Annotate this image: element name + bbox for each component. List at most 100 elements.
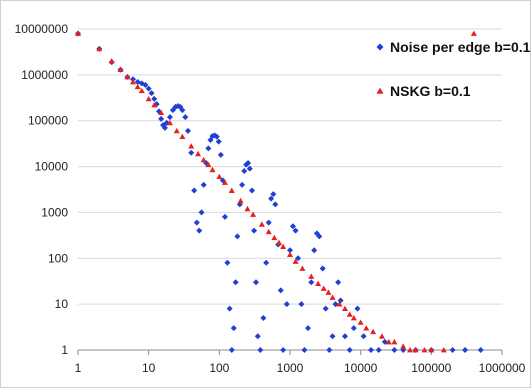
grid-layer xyxy=(78,28,502,305)
data-point xyxy=(142,82,149,89)
data-point xyxy=(254,333,261,340)
data-point xyxy=(357,319,364,325)
data-point xyxy=(196,227,203,234)
data-point xyxy=(184,127,191,134)
data-point xyxy=(179,133,186,140)
y-tick-label: 10 xyxy=(55,297,69,311)
data-point xyxy=(245,159,252,166)
data-point xyxy=(276,239,283,245)
data-point xyxy=(341,305,348,311)
x-tick-label: 1000000 xyxy=(479,361,526,375)
ticks-layer: 1 10 100 1000 10000 100000 1000000 10000000 1 10 1… xyxy=(15,22,526,375)
data-point xyxy=(337,297,344,304)
x-tick-label: 1000 xyxy=(277,361,304,375)
data-point xyxy=(319,265,326,272)
data-point xyxy=(173,127,180,134)
legend-marker-diamond xyxy=(376,43,384,51)
data-point xyxy=(195,150,202,157)
data-point xyxy=(193,219,200,226)
data-point xyxy=(221,213,228,220)
data-point xyxy=(258,221,265,227)
data-point xyxy=(322,305,329,312)
data-point xyxy=(378,333,385,339)
data-point xyxy=(462,347,469,353)
data-point xyxy=(287,247,293,254)
data-point xyxy=(246,165,253,172)
data-point xyxy=(354,305,361,312)
data-point xyxy=(228,347,235,353)
data-point xyxy=(205,145,212,152)
data-point xyxy=(158,115,165,122)
data-point xyxy=(134,83,141,90)
legend-label-nskg: NSKG b=0.1 xyxy=(390,83,471,99)
data-point xyxy=(412,347,419,353)
x-tick-label: 10 xyxy=(142,361,156,375)
data-point xyxy=(96,45,103,52)
data-point xyxy=(224,259,231,266)
data-point xyxy=(271,234,278,241)
data-point xyxy=(320,285,327,291)
axis-layer xyxy=(77,349,503,355)
data-point xyxy=(244,205,251,212)
data-point xyxy=(217,151,224,158)
data-point xyxy=(298,301,305,308)
data-point xyxy=(470,30,477,36)
data-point xyxy=(350,314,357,321)
data-point xyxy=(280,347,287,353)
data-point xyxy=(124,73,131,80)
data-point xyxy=(360,333,367,340)
data-point xyxy=(316,233,323,240)
data-point xyxy=(477,347,484,353)
data-point xyxy=(230,325,237,332)
data-point xyxy=(363,325,370,331)
data-point xyxy=(191,187,198,194)
data-point xyxy=(241,168,248,175)
data-point xyxy=(249,187,256,194)
data-point xyxy=(129,78,136,85)
x-tick-label: 10000 xyxy=(344,361,378,375)
data-point xyxy=(228,187,235,193)
data-point xyxy=(329,294,336,300)
x-tick-label: 100 xyxy=(209,361,229,375)
data-point xyxy=(350,325,357,332)
data-point xyxy=(257,347,264,353)
data-point xyxy=(311,247,318,254)
data-point xyxy=(449,347,456,353)
data-point xyxy=(166,114,173,121)
data-point xyxy=(182,114,189,121)
data-point xyxy=(75,30,81,36)
data-point xyxy=(335,279,342,286)
data-point xyxy=(209,166,216,173)
data-point xyxy=(145,85,152,92)
data-point xyxy=(237,197,244,204)
data-point xyxy=(145,95,152,102)
data-point xyxy=(213,133,220,140)
data-point xyxy=(200,156,207,163)
data-point xyxy=(289,223,296,230)
data-point xyxy=(292,227,299,234)
x-tick-label: 100000 xyxy=(411,361,451,375)
data-point xyxy=(400,343,407,349)
y-tick-label: 1000 xyxy=(41,205,68,219)
data-point xyxy=(250,211,257,217)
data-point xyxy=(200,181,207,188)
data-point xyxy=(260,314,267,321)
data-point xyxy=(117,66,124,73)
y-tick-label: 100000 xyxy=(28,114,68,128)
data-point xyxy=(252,279,259,286)
data-point xyxy=(336,301,343,307)
data-point xyxy=(301,347,308,353)
data-point xyxy=(305,325,312,332)
data-point xyxy=(421,347,428,353)
data-point xyxy=(251,227,258,234)
data-point xyxy=(329,333,336,340)
data-point xyxy=(270,191,277,198)
data-point xyxy=(179,107,186,114)
data-point xyxy=(198,209,205,216)
data-point xyxy=(341,333,348,340)
data-point xyxy=(148,90,155,97)
points-layer xyxy=(75,30,484,353)
data-point xyxy=(308,279,315,286)
legend-item-nskg: NSKG b=0.1 xyxy=(376,83,471,99)
